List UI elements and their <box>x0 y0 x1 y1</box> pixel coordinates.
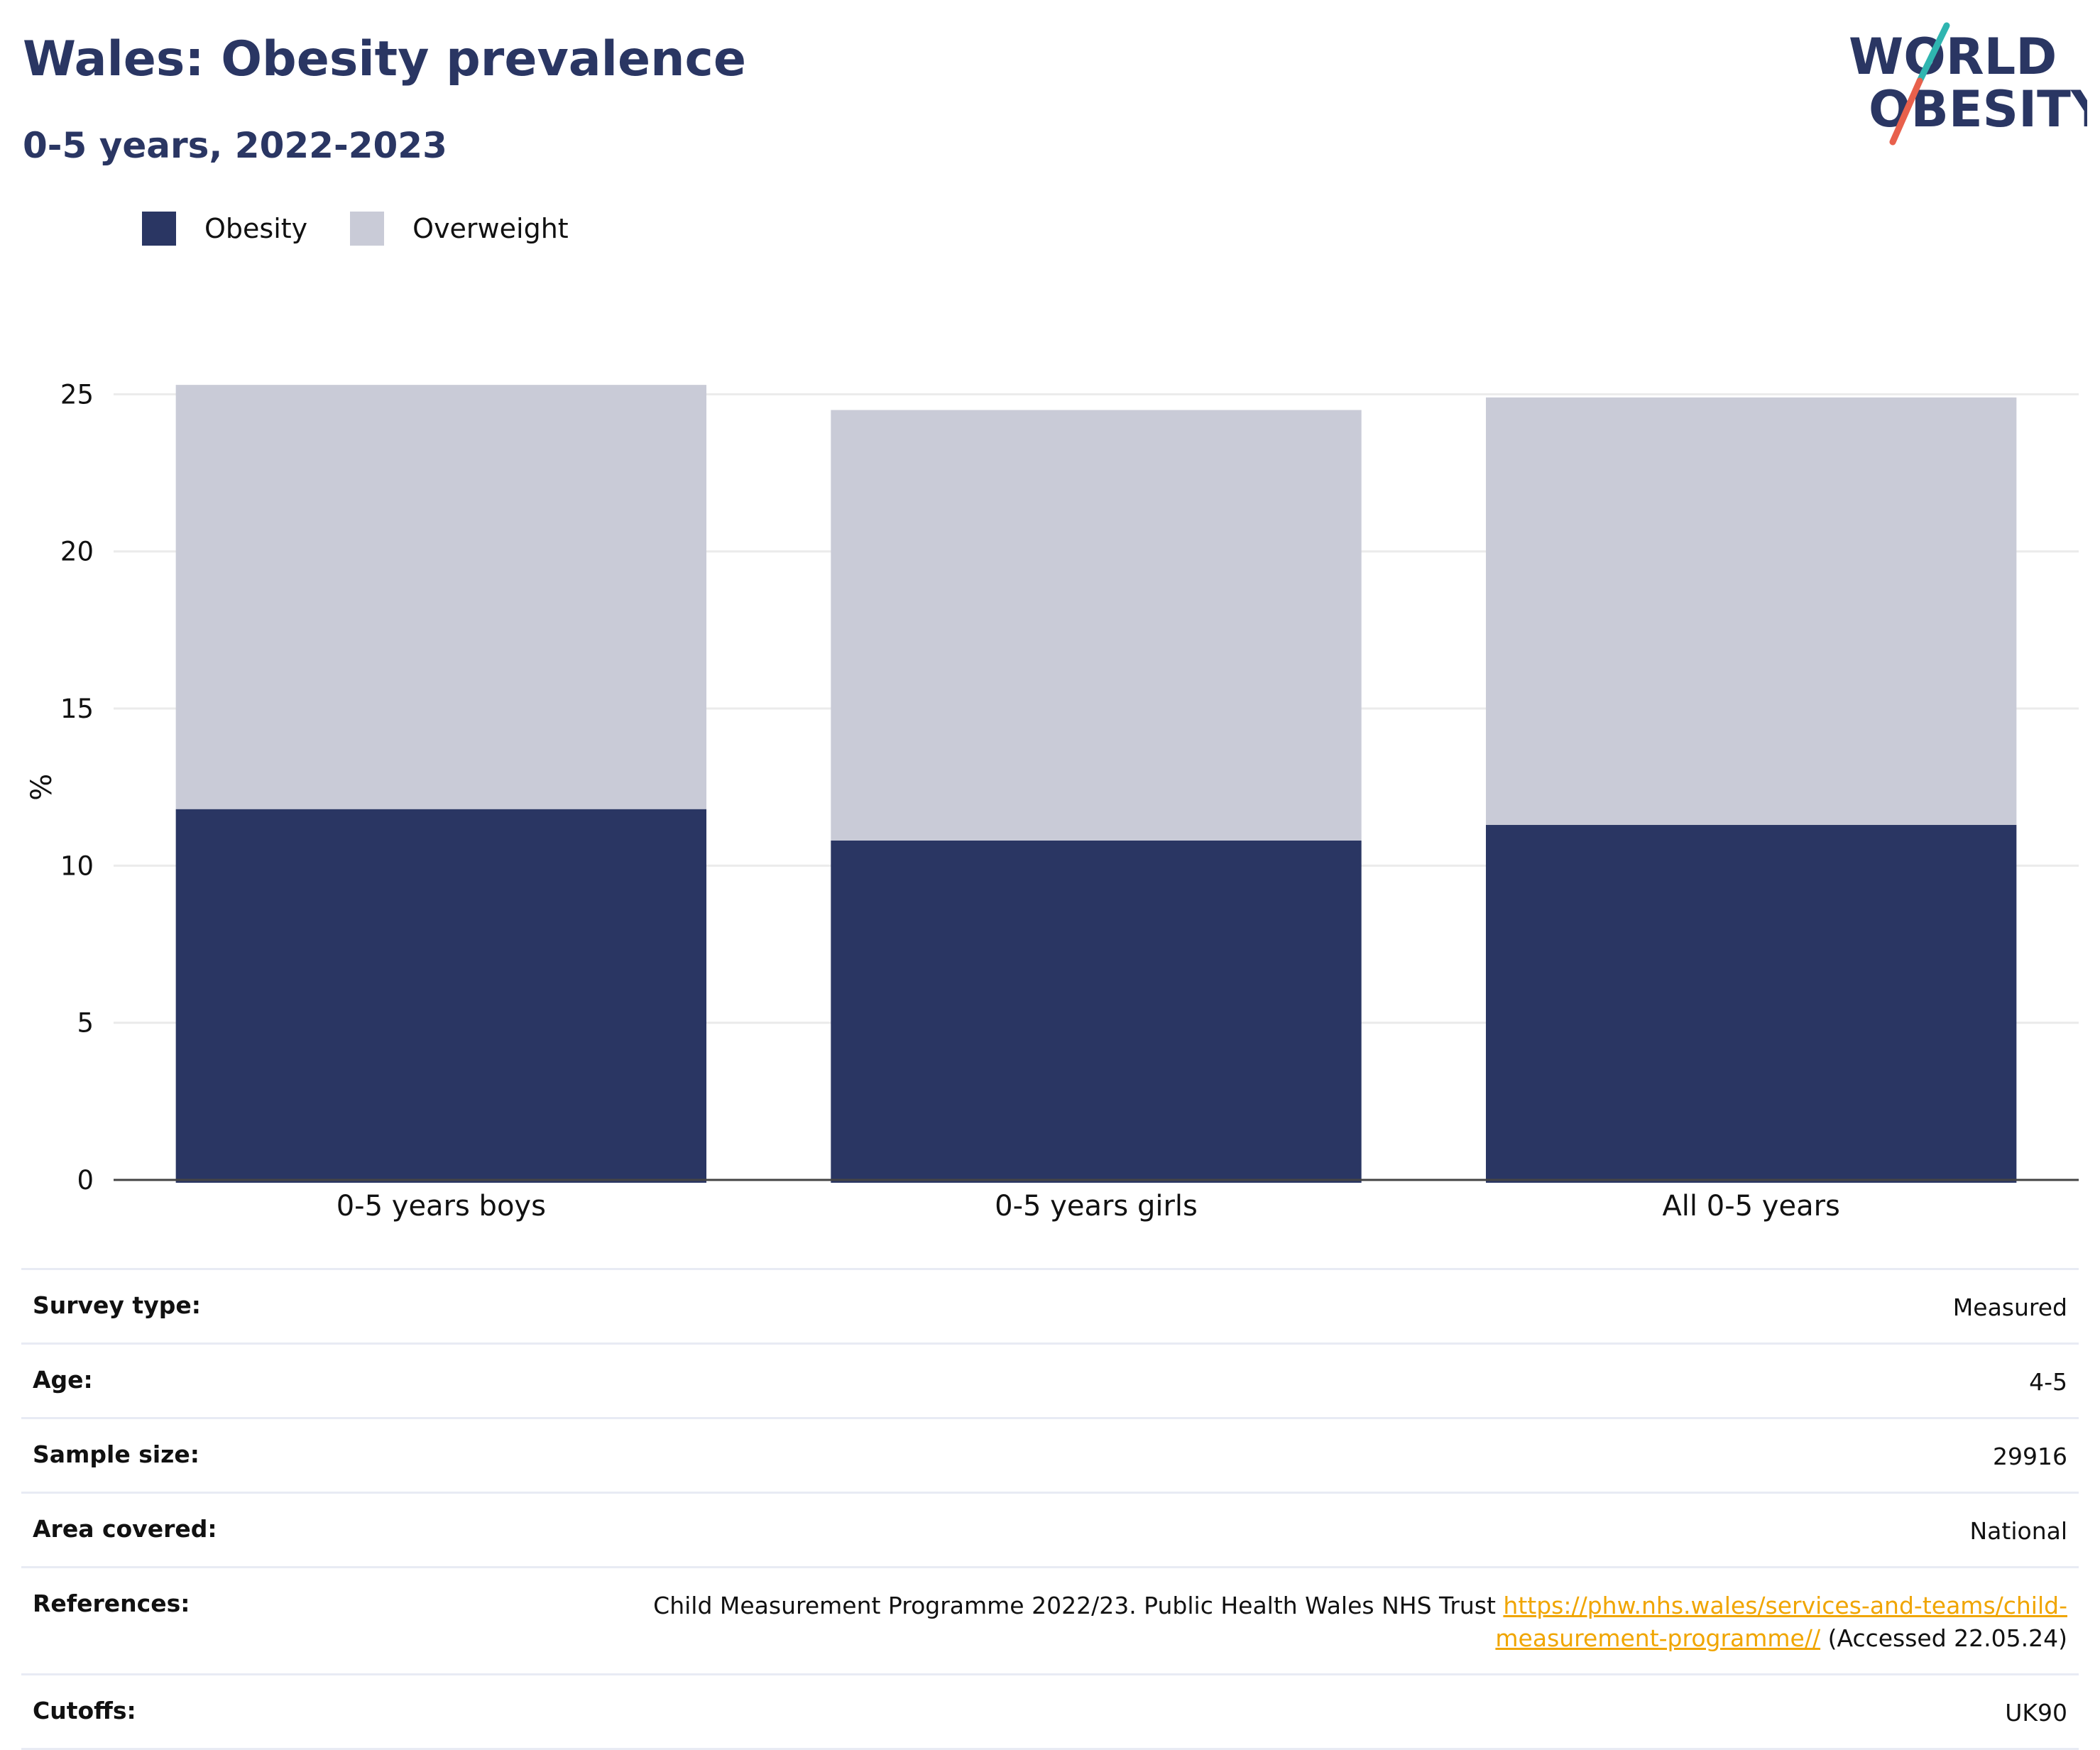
info-label: References: <box>33 1590 190 1617</box>
y-tick-label: 15 <box>60 694 94 724</box>
info-label: Sample size: <box>33 1440 199 1468</box>
legend-item-obesity[interactable]: Obesity <box>142 212 307 246</box>
info-value-references: Child Measurement Programme 2022/23. Pub… <box>647 1590 2067 1655</box>
info-row-references: References: Child Measurement Programme … <box>21 1566 2079 1673</box>
y-tick-label: 10 <box>60 851 94 881</box>
x-tick-label: 0-5 years boys <box>337 1190 546 1223</box>
logo-slash-top <box>1916 22 1950 84</box>
legend-swatch-overweight <box>350 212 385 246</box>
bar-overweight-2[interactable] <box>831 410 1362 841</box>
reference-accessed: (Accessed 22.05.24) <box>1820 1624 2067 1652</box>
info-value: 4-5 <box>2029 1368 2067 1396</box>
bar-overweight-1[interactable] <box>175 385 707 809</box>
bar-obesity-1[interactable] <box>175 809 707 1183</box>
info-row-cutoffs: Cutoffs: UK90 <box>21 1673 2079 1750</box>
x-tick-label: All 0-5 years <box>1662 1190 1839 1223</box>
reference-link[interactable]: https://phw.nhs.wales/services-and-teams… <box>1495 1592 2067 1652</box>
logo-word-world: WORLD <box>1849 28 2057 86</box>
info-row-survey-type: Survey type: Measured <box>21 1268 2079 1342</box>
info-value: National <box>1969 1517 2067 1545</box>
bar-obesity-3[interactable] <box>1485 824 2017 1183</box>
info-label: Area covered: <box>33 1515 217 1543</box>
info-label: Age: <box>33 1366 93 1394</box>
stacked-bar-chart: 0 5 10 15 20 25% 0-5 years boys 0-5 years girls… <box>26 379 2079 1223</box>
info-value: Measured <box>1952 1294 2067 1321</box>
legend-label-overweight: Overweight <box>412 213 569 244</box>
chart-legend: Obesity Overweight <box>142 212 611 246</box>
y-tick-label: 0 <box>77 1165 94 1196</box>
info-row-sample-size: Sample size: 29916 <box>21 1417 2079 1492</box>
survey-info-table: Survey type: Measured Age: 4-5 Sample si… <box>21 1268 2079 1750</box>
legend-label-obesity: Obesity <box>204 213 308 244</box>
info-row-area-covered: Area covered: National <box>21 1492 2079 1566</box>
bar-overweight-3[interactable] <box>1485 397 2017 825</box>
info-row-age: Age: 4-5 <box>21 1342 2079 1417</box>
x-tick-label: 0-5 years girls <box>995 1190 1198 1223</box>
y-tick-label: 20 <box>60 537 94 567</box>
info-value: 29916 <box>1993 1443 2067 1470</box>
y-tick-label: 25 <box>60 379 94 410</box>
chart-subtitle: 0-5 years, 2022-2023 <box>23 125 447 166</box>
info-value: UK90 <box>2005 1699 2067 1727</box>
world-obesity-logo: WORLD OBESITY <box>1849 22 2087 146</box>
logo-slash-bottom <box>1889 77 1923 146</box>
legend-swatch-obesity <box>142 212 176 246</box>
legend-item-overweight[interactable]: Overweight <box>350 212 569 246</box>
bar-obesity-2[interactable] <box>831 840 1362 1183</box>
reference-text: Child Measurement Programme 2022/23. Pub… <box>653 1592 1504 1619</box>
y-axis-label: % <box>26 774 58 801</box>
chart-title: Wales: Obesity prevalence <box>23 31 746 87</box>
y-tick-label: 5 <box>77 1008 94 1039</box>
info-label: Cutoffs: <box>33 1697 136 1724</box>
info-label: Survey type: <box>33 1291 201 1319</box>
